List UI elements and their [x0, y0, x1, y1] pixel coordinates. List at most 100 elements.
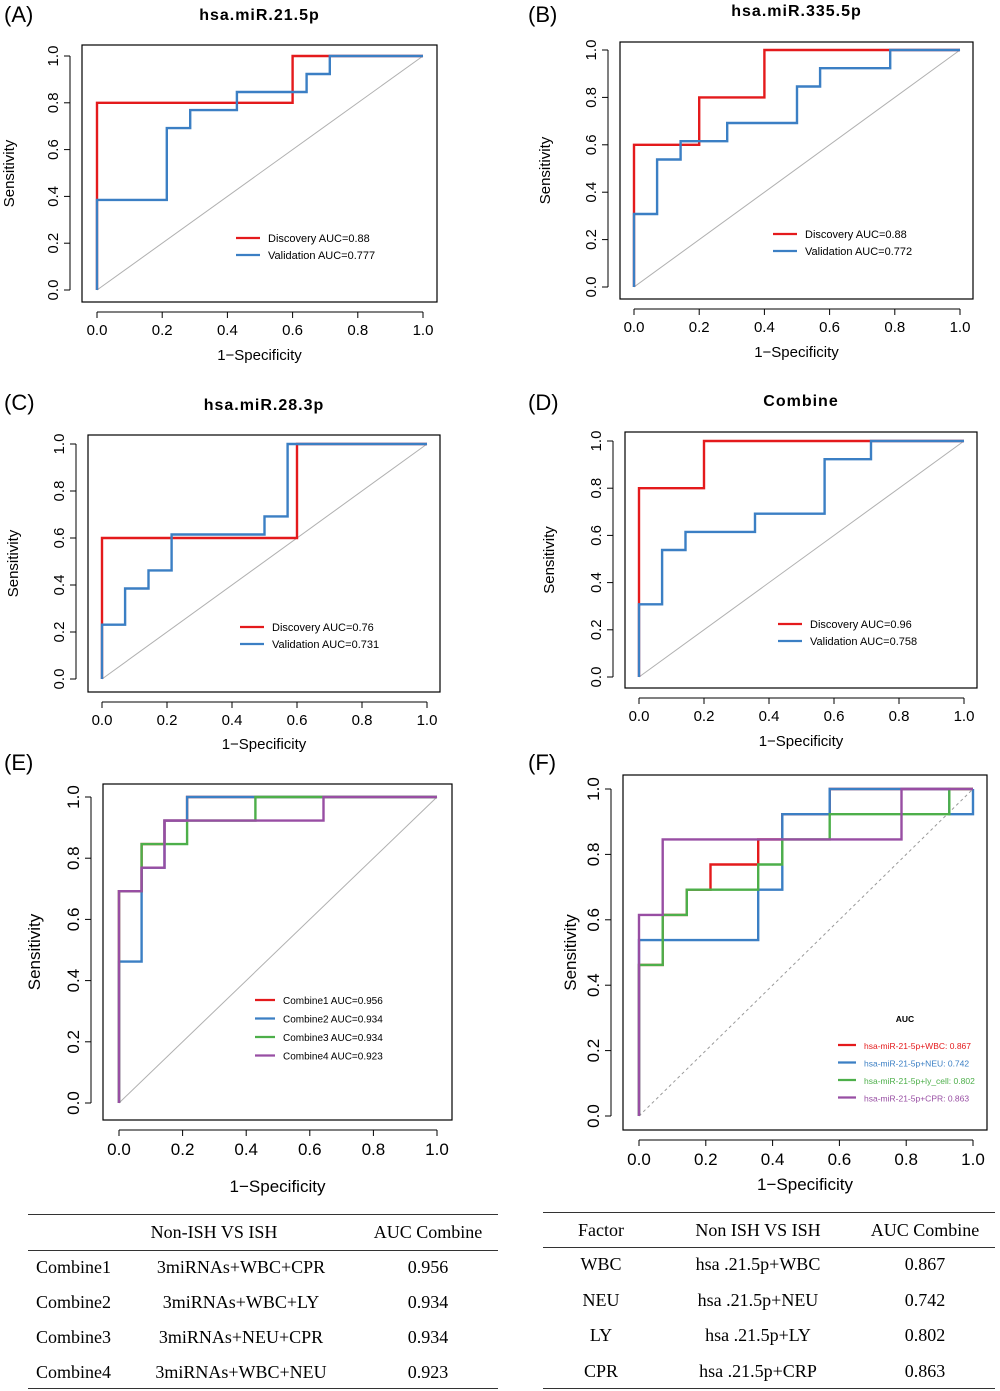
legend-label-2: Validation AUC=0.772 — [805, 246, 912, 258]
y-tick-label: 0.6 — [45, 139, 62, 160]
legend-label-1: Discovery AUC=0.88 — [805, 229, 907, 241]
x-tick-label: 0.4 — [217, 322, 238, 339]
roc-curve-4 — [637, 787, 973, 1116]
x-tick-label: 0.0 — [107, 1140, 131, 1159]
x-tick-label: 1.0 — [425, 1140, 449, 1159]
panel-letter-e: (E) — [4, 750, 34, 775]
chart-title: Combine — [763, 393, 838, 410]
roc-chart-3: 0.0 0.2 0.4 0.6 0.8 1.0 0.0 0.2 0.4 0.6 0.8 1.0 hsa.… — [5, 397, 441, 753]
x-tick-label: 0.2 — [694, 1150, 718, 1169]
legend-label-1: Combine1 AUC=0.956 — [283, 996, 383, 1007]
legend-label-2: Validation AUC=0.758 — [810, 636, 917, 648]
y-tick-label: 0.8 — [588, 478, 605, 499]
y-tick-label: 0.0 — [583, 277, 600, 298]
y-axis-label: Sensitivity — [561, 914, 580, 991]
table-cell: 0.956 — [407, 1257, 449, 1277]
legend-label-4: Combine4 AUC=0.923 — [283, 1052, 383, 1063]
table-cell: hsa .21.5p+LY — [705, 1325, 811, 1345]
y-tick-label: 0.0 — [584, 1104, 603, 1128]
x-tick-label: 0.8 — [347, 322, 368, 339]
x-tick-label: 0.6 — [828, 1150, 852, 1169]
x-tick-label: 0.4 — [754, 319, 775, 336]
legend-label-2: Combine2 AUC=0.934 — [283, 1015, 383, 1026]
y-tick-label: 0.4 — [51, 575, 68, 596]
x-tick-label: 0.4 — [222, 712, 243, 729]
y-tick-label: 1.0 — [45, 46, 62, 67]
y-axis-label: Sensitivity — [537, 136, 554, 204]
plot-frame — [81, 44, 438, 303]
roc-curve-2 — [100, 442, 427, 679]
x-tick-label: 0.0 — [624, 319, 645, 336]
table-cell: 0.867 — [904, 1254, 946, 1274]
table-cell: NEU — [582, 1289, 620, 1310]
y-axis-label: Sensitivity — [5, 529, 22, 597]
x-tick-label: 0.6 — [287, 712, 308, 729]
y-tick-label: 0.2 — [588, 619, 605, 640]
y-tick-label: 0.2 — [45, 233, 62, 254]
y-tick-label: 0.6 — [588, 525, 605, 546]
legend-label-2: Validation AUC=0.777 — [268, 250, 375, 262]
panel-letter-d: (D) — [528, 390, 559, 415]
table-cell: Combine4 — [36, 1362, 111, 1382]
x-tick-label: 1.0 — [413, 322, 434, 339]
roc-curve-1 — [632, 48, 960, 287]
legend-label-1: Discovery AUC=0.96 — [810, 619, 912, 631]
y-tick-label: 0.2 — [584, 1039, 603, 1063]
reference-diagonal — [638, 440, 965, 678]
y-tick-label: 0.8 — [51, 481, 68, 502]
roc-chart-2: 0.0 0.2 0.4 0.6 0.8 1.0 0.0 0.2 0.4 0.6 0.8 1.0 hsa.… — [537, 3, 974, 361]
x-tick-label: 0.8 — [884, 319, 905, 336]
plot-frame — [102, 783, 453, 1121]
y-tick-label: 0.4 — [45, 186, 62, 207]
y-tick-label: 0.6 — [584, 908, 603, 932]
x-tick-label: 1.0 — [954, 708, 975, 725]
y-tick-label: 0.8 — [45, 92, 62, 113]
x-tick-label: 0.8 — [889, 708, 910, 725]
table-header-comparison: Non-ISH VS ISH — [150, 1222, 278, 1242]
table-cell: 0.923 — [407, 1362, 449, 1382]
table-header-rule — [543, 1247, 995, 1248]
table-cell: CPR — [583, 1360, 619, 1381]
chart-title: hsa.miR.335.5p — [731, 3, 862, 20]
table-cell: 3miRNAs+WBC+NEU — [155, 1362, 327, 1382]
legend-label-3: Combine3 AUC=0.934 — [283, 1033, 383, 1044]
y-tick-label: 0.0 — [588, 667, 605, 688]
roc-curve-2 — [637, 439, 964, 677]
combine-auc-table-left: Non-ISH VS ISH AUC Combine Combine1 3miRN… — [28, 1214, 498, 1390]
table-cell: 0.934 — [407, 1327, 449, 1347]
y-tick-label: 0.2 — [64, 1030, 83, 1054]
x-axis-label: 1−Specificity — [754, 344, 839, 361]
plot-frame — [622, 774, 988, 1131]
y-tick-label: 0.4 — [588, 572, 605, 593]
table-header-comparison: Non ISH VS ISH — [695, 1220, 821, 1240]
reference-diagonal — [101, 443, 428, 680]
panel-letter-a: (A) — [4, 2, 34, 27]
x-tick-label: 0.2 — [157, 712, 178, 729]
roc-curve-2 — [95, 54, 423, 290]
y-tick-label: 0.4 — [64, 969, 83, 993]
table-cell: 0.934 — [407, 1292, 449, 1312]
y-tick-label: 0.0 — [45, 280, 62, 301]
x-tick-label: 0.6 — [819, 319, 840, 336]
y-tick-label: 0.2 — [583, 229, 600, 250]
roc-curve-4 — [117, 795, 437, 1103]
table-top-rule — [28, 1214, 498, 1215]
legend-label-1: Discovery AUC=0.76 — [272, 622, 374, 634]
y-tick-label: 0.8 — [583, 87, 600, 108]
table-cell: 0.863 — [904, 1360, 946, 1381]
table-cell: 3miRNAs+WBC+LY — [162, 1292, 320, 1312]
plot-frame — [624, 431, 978, 689]
x-tick-label: 0.6 — [282, 322, 303, 339]
roc-curve-2 — [632, 48, 960, 287]
x-tick-label: 0.0 — [627, 1150, 651, 1169]
table-cell: 3miRNAs+WBC+CPR — [156, 1257, 326, 1277]
roc-chart-4: 0.0 0.2 0.4 0.6 0.8 1.0 0.0 0.2 0.4 0.6 0.8 1.0 Comb… — [541, 393, 978, 750]
chart-title: hsa.miR.28.3p — [204, 397, 325, 414]
legend-label-1: hsa-miR-21-5p+WBC: 0.867 — [864, 1041, 971, 1051]
y-tick-label: 0.8 — [584, 843, 603, 867]
y-tick-label: 1.0 — [51, 434, 68, 455]
legend-label-2: Validation AUC=0.731 — [272, 639, 379, 651]
table-cell: WBC — [580, 1254, 622, 1274]
table-cell: hsa .21.5p+CRP — [699, 1360, 817, 1381]
